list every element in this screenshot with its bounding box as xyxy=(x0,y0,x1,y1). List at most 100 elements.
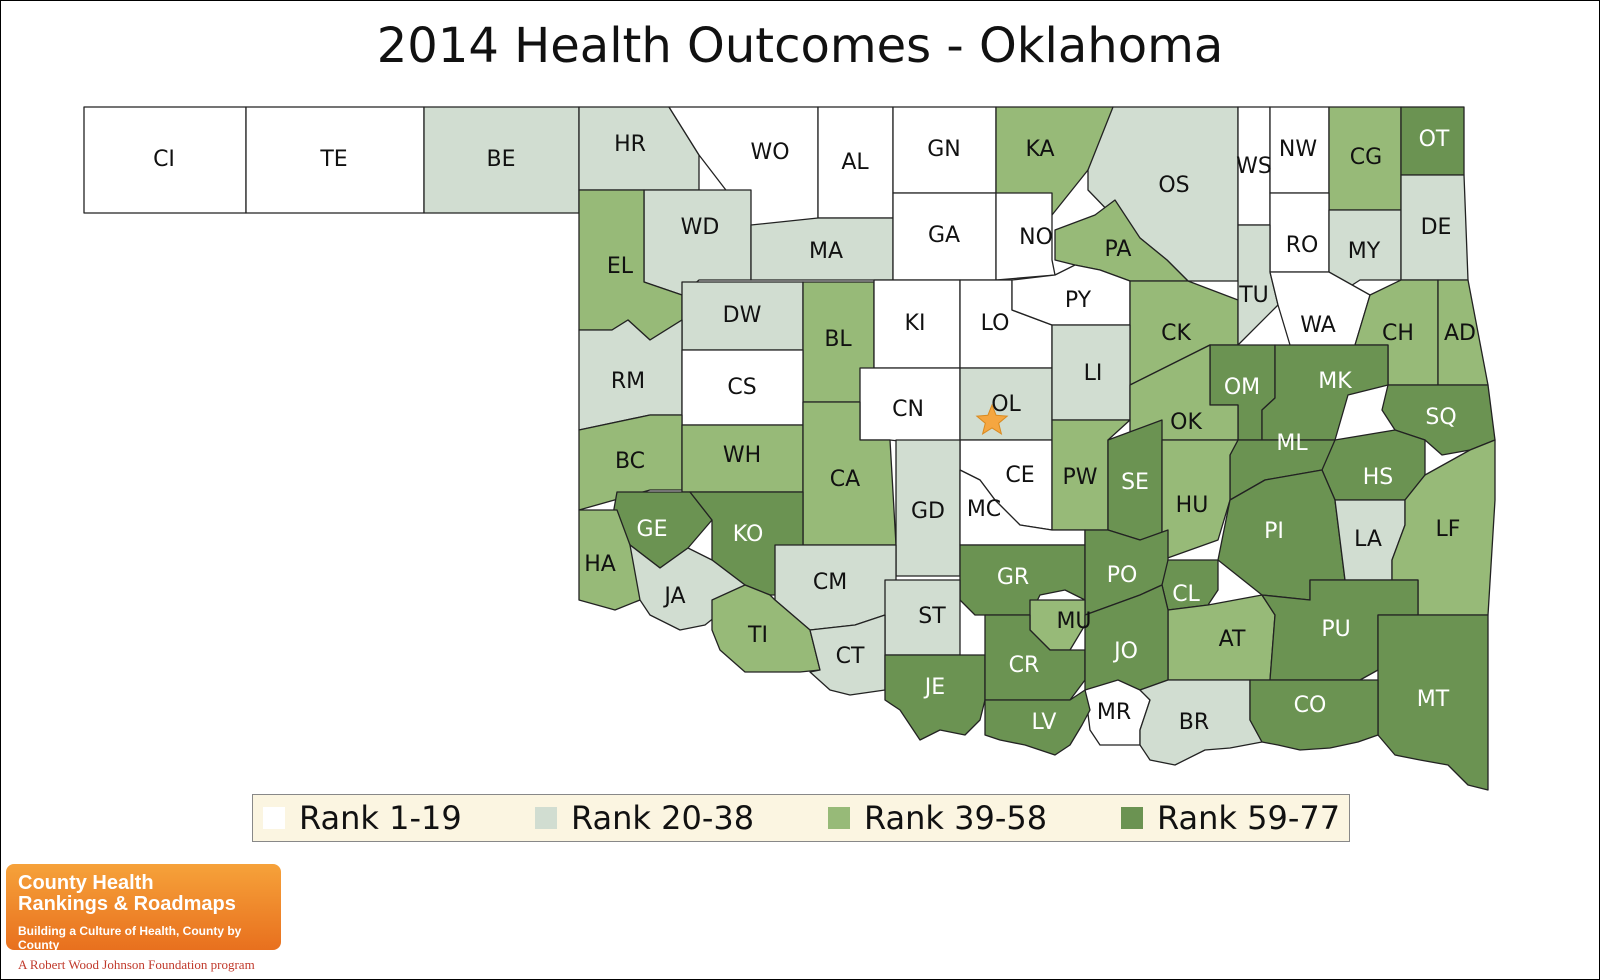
county-label-je: JE xyxy=(923,675,945,700)
county-ct[interactable] xyxy=(809,614,886,696)
county-label-bc: BC xyxy=(615,449,645,474)
county-label-py: PY xyxy=(1065,288,1092,313)
county-label-el: EL xyxy=(607,254,634,279)
star-icon xyxy=(975,403,1009,435)
logo-line-1: County Health xyxy=(18,872,154,894)
county-label-ci: CI xyxy=(153,147,175,172)
legend-swatch xyxy=(1121,807,1143,829)
county-label-ha: HA xyxy=(584,552,616,577)
county-label-mc: MC xyxy=(967,497,1001,522)
legend-item-3: Rank 39-58 xyxy=(828,795,1047,841)
county-label-co: CO xyxy=(1294,693,1327,718)
legend-swatch xyxy=(828,807,850,829)
county-label-ma: MA xyxy=(809,239,843,264)
county-label-wd: WD xyxy=(681,215,720,240)
county-label-se: SE xyxy=(1121,470,1149,495)
county-label-sq: SQ xyxy=(1425,405,1456,430)
county-label-wh: WH xyxy=(723,443,761,468)
county-label-de: DE xyxy=(1421,215,1452,240)
county-co[interactable] xyxy=(1249,679,1379,751)
county-label-wa: WA xyxy=(1300,313,1336,338)
county-label-cn: CN xyxy=(892,397,924,422)
county-label-ca: CA xyxy=(830,467,860,492)
county-label-li: LI xyxy=(1084,361,1103,386)
legend-label: Rank 20-38 xyxy=(571,799,755,837)
county-label-mt: MT xyxy=(1417,687,1450,712)
county-label-be: BE xyxy=(487,147,516,172)
county-label-cm: CM xyxy=(813,570,847,595)
legend-label: Rank 1-19 xyxy=(299,799,462,837)
county-label-ro: RO xyxy=(1286,233,1319,258)
county-label-hu: HU xyxy=(1176,493,1209,518)
county-label-ok: OK xyxy=(1170,410,1202,435)
county-label-ml: ML xyxy=(1276,431,1308,456)
county-label-ti: TI xyxy=(747,623,768,648)
county-label-ga: GA xyxy=(928,223,960,248)
county-label-os: OS xyxy=(1158,173,1189,198)
county-label-mu: MU xyxy=(1056,609,1091,634)
county-label-rm: RM xyxy=(611,369,645,394)
legend-item-4: Rank 59-77 xyxy=(1121,795,1340,841)
rwjf-program-text: A Robert Wood Johnson Foundation program xyxy=(18,957,255,972)
county-label-pw: PW xyxy=(1062,465,1097,490)
county-label-hr: HR xyxy=(614,132,646,157)
county-label-cs: CS xyxy=(727,375,756,400)
county-label-ol: OL xyxy=(991,392,1021,417)
county-label-lo: LO xyxy=(981,311,1010,336)
county-label-ce: CE xyxy=(1005,463,1034,488)
county-label-cr: CR xyxy=(1009,653,1040,678)
county-label-ko: KO xyxy=(733,522,764,547)
county-shapes xyxy=(83,106,1496,791)
county-mt[interactable] xyxy=(1377,614,1489,791)
county-hr[interactable] xyxy=(578,106,700,191)
county-label-la: LA xyxy=(1354,527,1382,552)
county-label-cl: CL xyxy=(1172,582,1200,607)
county-lv[interactable] xyxy=(984,689,1091,756)
county-label-pi: PI xyxy=(1264,519,1284,544)
county-wd[interactable] xyxy=(643,189,752,296)
county-label-mk: MK xyxy=(1318,369,1352,394)
county-label-dw: DW xyxy=(723,303,762,328)
county-label-mr: MR xyxy=(1097,700,1131,725)
logo-tagline: Building a Culture of Health, County by … xyxy=(18,924,242,952)
county-label-ge: GE xyxy=(637,517,668,542)
county-label-ad: AD xyxy=(1444,321,1476,346)
county-no[interactable] xyxy=(995,192,1056,281)
county-label-te: TE xyxy=(319,147,347,172)
county-labels: CI TE BE HR WO AL GN KA OS WS NW CG OT WD MA GA NO PA RO MY… xyxy=(153,127,1476,735)
county-label-pa: PA xyxy=(1105,237,1132,262)
county-label-ck: CK xyxy=(1161,321,1191,346)
county-label-gd: GD xyxy=(911,499,945,524)
county-label-ch: CH xyxy=(1382,321,1414,346)
legend-item-2: Rank 20-38 xyxy=(535,795,754,841)
county-label-hs: HS xyxy=(1363,465,1394,490)
county-sq[interactable] xyxy=(1381,384,1496,456)
county-health-rankings-logo: County Health Rankings & Roadmaps Buildi… xyxy=(6,864,281,952)
county-label-my: MY xyxy=(1348,239,1381,264)
county-label-ct: CT xyxy=(836,644,865,669)
legend-swatch xyxy=(263,807,285,829)
county-label-bl: BL xyxy=(824,327,852,352)
county-label-ja: JA xyxy=(662,584,685,609)
county-label-pu: PU xyxy=(1321,617,1350,642)
county-label-ws: WS xyxy=(1236,154,1272,179)
county-label-st: ST xyxy=(918,604,946,629)
county-label-al: AL xyxy=(841,150,869,175)
legend-label: Rank 39-58 xyxy=(864,799,1048,837)
legend-swatch xyxy=(535,807,557,829)
county-label-lv: LV xyxy=(1032,710,1057,735)
county-label-po: PO xyxy=(1107,563,1138,588)
map-title: 2014 Health Outcomes - Oklahoma xyxy=(376,18,1224,74)
legend-label: Rank 59-77 xyxy=(1157,799,1341,837)
county-label-gn: GN xyxy=(927,137,961,162)
county-label-lf: LF xyxy=(1436,517,1461,542)
county-label-br: BR xyxy=(1179,710,1209,735)
county-label-cg: CG xyxy=(1350,145,1382,170)
county-label-om: OM xyxy=(1224,375,1260,400)
county-label-gr: GR xyxy=(997,565,1029,590)
county-label-ka: KA xyxy=(1025,137,1054,162)
legend: Rank 1-19 Rank 20-38 Rank 39-58 Rank 59-77 xyxy=(252,794,1350,842)
county-label-wo: WO xyxy=(750,140,789,165)
county-label-ki: KI xyxy=(905,311,926,336)
